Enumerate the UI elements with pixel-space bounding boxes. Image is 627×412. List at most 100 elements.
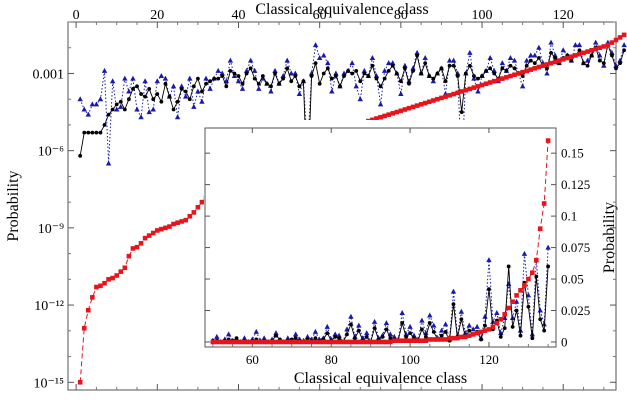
main-data-point [187, 213, 193, 219]
main-data-point [556, 58, 562, 63]
main-data-point [418, 102, 424, 107]
inset-data-point [431, 337, 437, 342]
inset-data-point [348, 313, 354, 319]
inset-data-point [277, 339, 283, 345]
main-data-point [183, 217, 189, 223]
main-data-point [187, 75, 193, 81]
main-data-point [467, 63, 472, 68]
main-data-point [215, 67, 221, 73]
inset-data-point [392, 338, 397, 344]
inset-data-point [285, 339, 291, 345]
inset-data-point [466, 322, 472, 328]
main-data-point [195, 88, 201, 94]
inset-data-point [328, 339, 334, 345]
inset-data-point [285, 335, 291, 341]
main-data-point [390, 111, 396, 116]
main-data-point [382, 76, 387, 81]
inset-data-point [234, 336, 239, 341]
main-data-point [548, 39, 554, 45]
main-data-point [410, 65, 416, 71]
main-data-point [228, 68, 233, 73]
main-data-point [609, 40, 615, 45]
main-data-point [110, 107, 115, 112]
main-data-point [118, 99, 123, 104]
inset-data-point [467, 328, 472, 333]
inset-data-point [349, 322, 353, 327]
main-data-point [402, 62, 408, 68]
main-data-point [203, 75, 209, 81]
main-data-point [329, 88, 335, 94]
inset-data-point [419, 338, 425, 344]
main-data-point [151, 97, 156, 102]
main-data-point [500, 66, 505, 71]
inset-data-point [462, 334, 468, 340]
inset-data-point [419, 317, 425, 323]
main-data-point [252, 67, 258, 73]
inset-data-point [521, 250, 528, 256]
inset-data-point [415, 338, 421, 344]
main-data-point [402, 107, 408, 112]
main-data-point [455, 90, 460, 96]
inset-data-point [391, 333, 398, 339]
main-data-point [277, 81, 281, 86]
inset-data-point [502, 315, 508, 321]
inset-data-point [494, 310, 500, 316]
main-data-point [382, 113, 387, 119]
main-data-point [528, 58, 533, 63]
main-data-point [256, 85, 262, 91]
main-data-point [122, 265, 128, 271]
main-data-point [398, 91, 404, 97]
inset-data-point [360, 339, 366, 345]
main-data-point [617, 57, 623, 63]
main-y-tick-label: 10⁻¹⁵ [34, 376, 65, 391]
main-data-point [480, 74, 484, 78]
inset-data-point [459, 334, 464, 340]
inset-data-point [510, 299, 515, 304]
main-data-point [431, 76, 436, 81]
inset-data-point [313, 336, 318, 341]
main-data-point [232, 71, 237, 76]
main-data-point [147, 87, 152, 91]
inset-data-point [545, 244, 551, 250]
main-data-point [427, 74, 432, 78]
inset-data-point [451, 335, 456, 341]
main-data-point [77, 379, 83, 385]
inset-data-point [427, 312, 433, 318]
inset-data-point [250, 339, 255, 345]
main-data-point [613, 37, 619, 43]
main-data-point [195, 204, 201, 210]
main-data-point [183, 89, 188, 94]
main-data-point [308, 70, 315, 76]
main-data-point [585, 49, 590, 54]
main-data-point [85, 307, 91, 313]
main-data-point [403, 66, 407, 71]
inset-data-point [420, 327, 424, 332]
main-data-point [98, 283, 103, 289]
inset-data-point [356, 328, 361, 333]
inset-data-point [321, 339, 326, 345]
main-y-tick-label: 0.001 [33, 67, 65, 82]
inset-data-point [273, 330, 279, 336]
main-data-point [159, 226, 164, 232]
inset-data-point [404, 335, 409, 339]
main-data-point [545, 66, 549, 71]
main-data-point [576, 42, 583, 48]
inset-data-point [333, 335, 338, 339]
main-data-point [321, 52, 327, 58]
inset-data-point [301, 339, 306, 345]
main-data-point [219, 70, 225, 76]
inset-data-point [478, 329, 484, 335]
inset-data-point [443, 337, 448, 342]
main-data-point [207, 85, 213, 91]
main-data-point [183, 93, 189, 99]
main-data-point [281, 76, 286, 81]
inset-data-point [518, 333, 523, 338]
main-data-point [378, 114, 383, 120]
main-data-point [155, 228, 160, 233]
inset-data-point [281, 339, 287, 345]
main-data-point [174, 114, 181, 120]
inset-data-point [356, 339, 362, 345]
inset-data-point [309, 339, 314, 345]
inset-y-tick-label: 0.05 [561, 272, 584, 287]
main-data-point [187, 97, 192, 102]
